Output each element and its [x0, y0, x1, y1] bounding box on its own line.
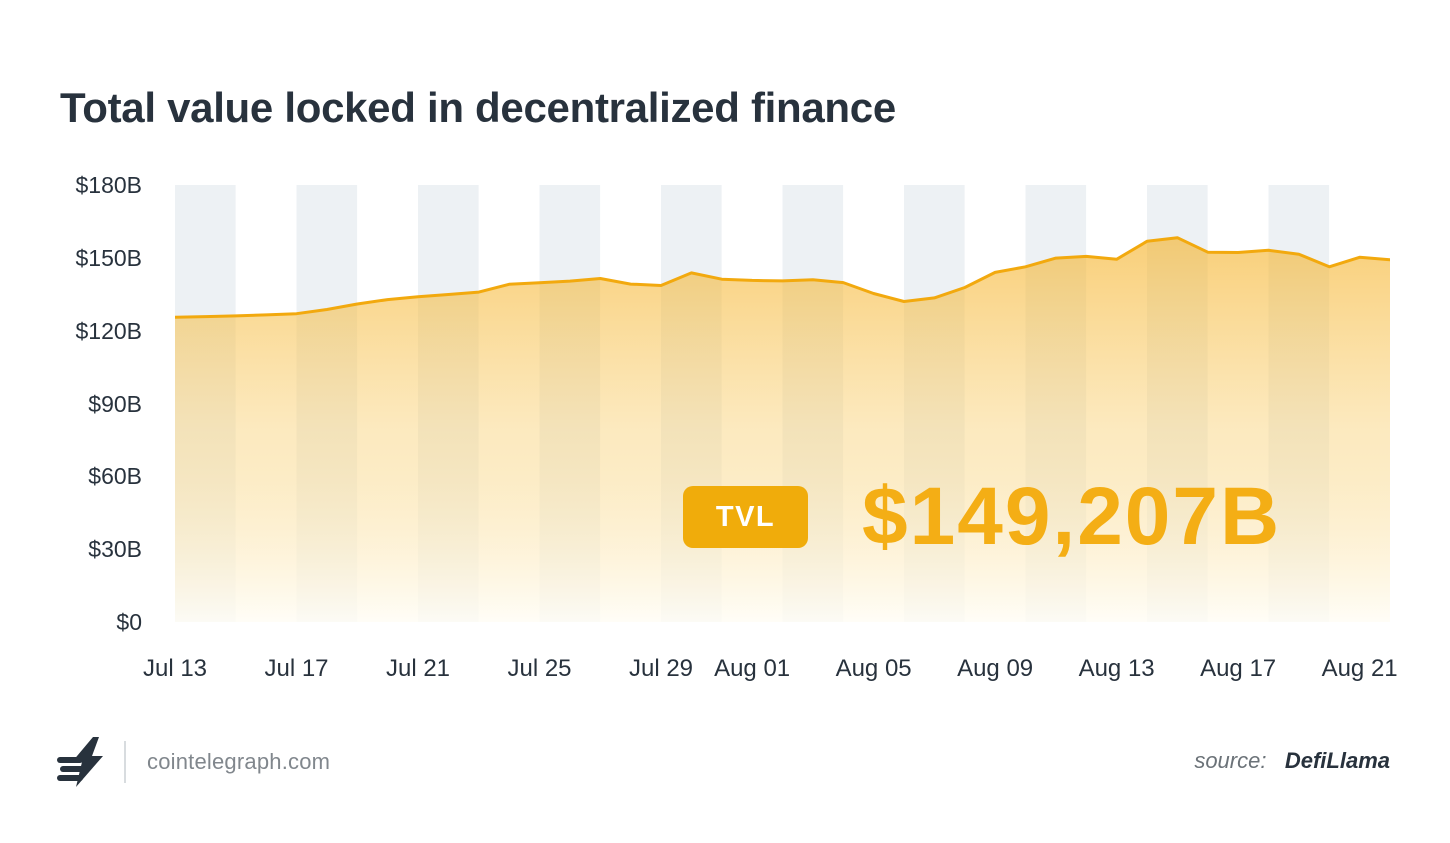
tvl-badge-label: TVL [715, 500, 776, 533]
y-tick-label: $30B [88, 536, 142, 563]
x-tick-label: Jul 25 [507, 655, 572, 682]
y-tick-label: $90B [88, 390, 142, 417]
y-tick-label: $180B [75, 172, 142, 198]
source-label: source: [1194, 748, 1267, 773]
footer-divider [124, 741, 126, 783]
y-tick-label: $0 [116, 609, 142, 635]
x-tick-label: Aug 09 [957, 655, 1034, 682]
x-tick-label: Aug 17 [1200, 655, 1277, 682]
tvl-badge: TVL [683, 486, 808, 548]
x-tick-label: Jul 29 [628, 655, 694, 682]
page-title: Total value locked in decentralized fina… [60, 84, 896, 132]
x-tick-label: Aug 01 [714, 655, 791, 682]
y-tick-label: $150B [75, 244, 142, 271]
brand-text: cointelegraph.com [147, 749, 331, 774]
cointelegraph-logo-icon [57, 737, 103, 787]
x-tick-label: Jul 17 [264, 655, 329, 682]
y-tick-label: $60B [88, 463, 142, 490]
x-tick-label: Jul 13 [142, 655, 208, 682]
tvl-area-chart [175, 185, 1390, 622]
x-tick-label: Aug 05 [835, 655, 912, 682]
chart-plot-area [175, 185, 1390, 622]
y-tick-label: $120B [75, 317, 142, 344]
x-tick-label: Aug 13 [1078, 655, 1155, 682]
tvl-value: $149,207B [862, 471, 1282, 562]
x-tick-label: Aug 21 [1321, 655, 1398, 682]
footer-brand-block: cointelegraph.com [57, 734, 330, 790]
source-credit: source: DefiLlama [1194, 748, 1390, 774]
x-tick-label: Jul 21 [385, 655, 451, 682]
source-name: DefiLlama [1284, 748, 1390, 773]
